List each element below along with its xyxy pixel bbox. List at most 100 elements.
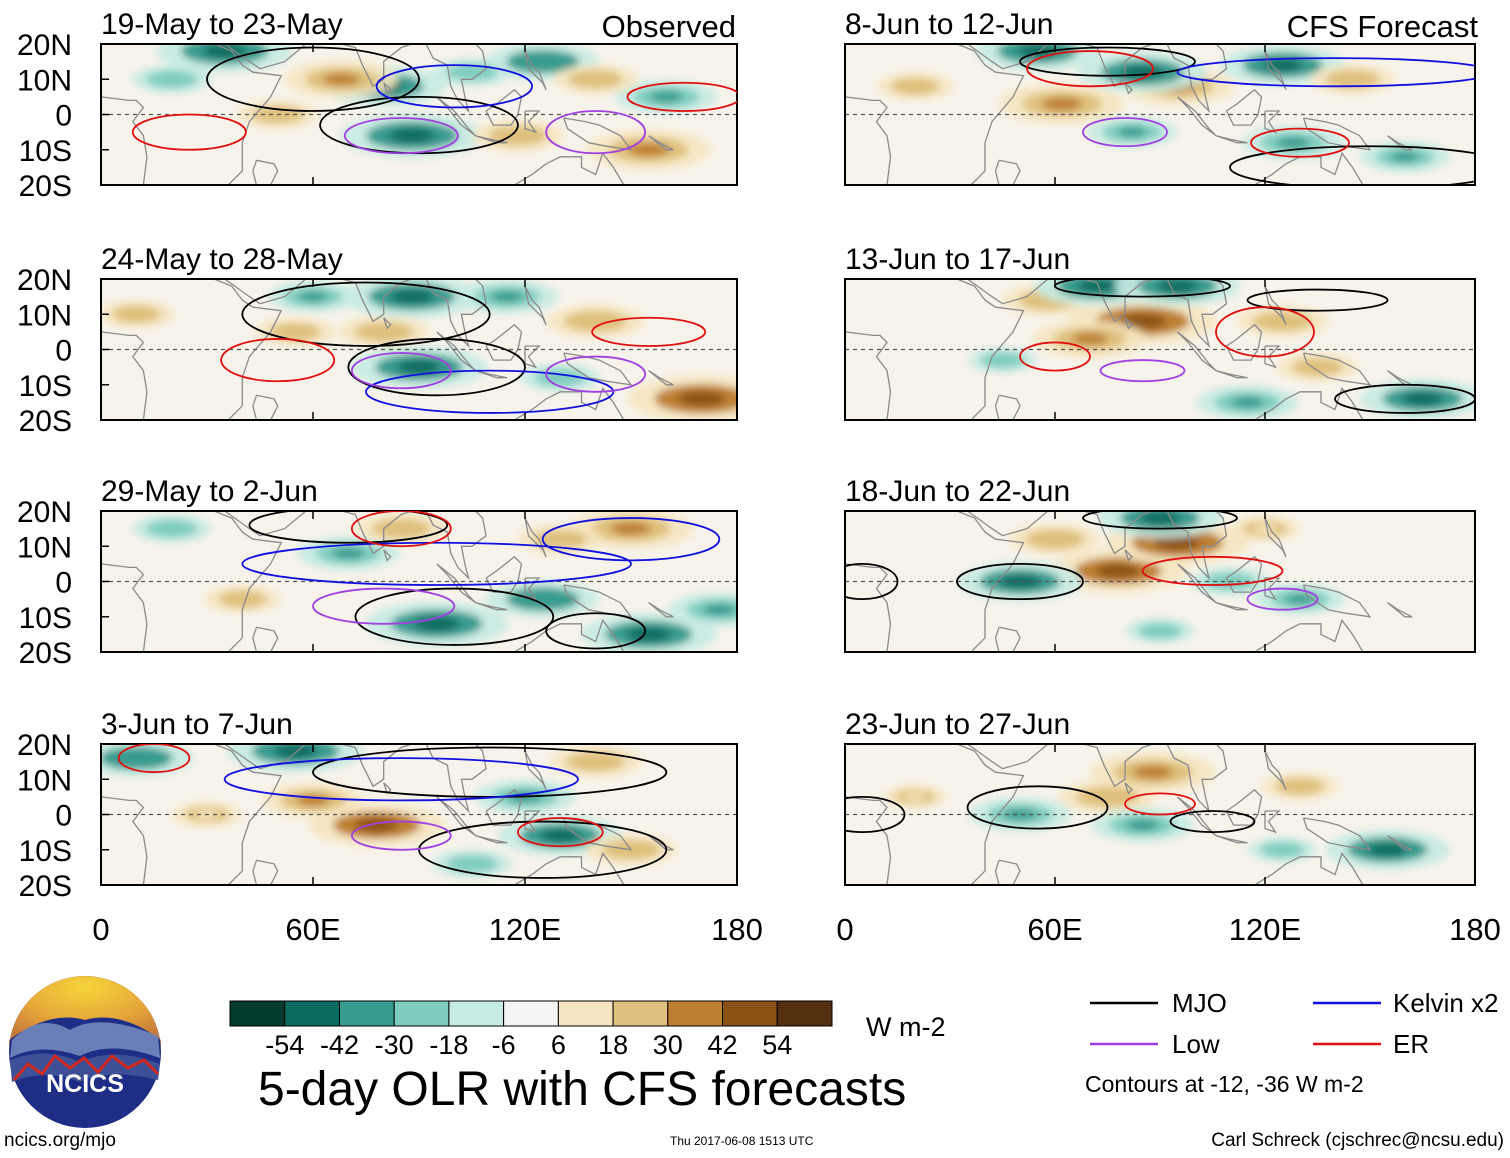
- y-tick-label: 20N: [17, 729, 72, 762]
- panel-title: 23-Jun to 27-Jun: [845, 708, 1070, 741]
- anomaly-core: [1140, 511, 1180, 525]
- coast-newguinea: [563, 584, 633, 618]
- colorbar-swatch: [667, 1000, 724, 1027]
- panel-title: 3-Jun to 7-Jun: [101, 708, 293, 741]
- coast-java: [1215, 135, 1248, 144]
- anomaly-core: [905, 792, 925, 801]
- y-tick-label: 10S: [19, 602, 72, 635]
- colorbar-tick-label: -30: [375, 1030, 414, 1060]
- contours-panel-6: [1019, 279, 1475, 414]
- coast-solomons: [1387, 835, 1413, 851]
- anomaly-core: [389, 128, 435, 144]
- coast-india: [1082, 744, 1154, 788]
- coast-australia: [500, 151, 625, 185]
- panel-title: 13-Jun to 17-Jun: [845, 243, 1070, 276]
- coast-india: [341, 511, 413, 555]
- anomaly-core: [230, 594, 255, 604]
- coast-srilanka: [1124, 782, 1133, 795]
- legend-label: Kelvin x2: [1393, 988, 1499, 1018]
- coast-philippines: [1264, 517, 1287, 558]
- coast-indochina: [1166, 279, 1228, 349]
- anomaly-field: [968, 279, 1475, 420]
- coast-solomons: [1387, 602, 1413, 618]
- coast-java: [475, 135, 508, 144]
- coast-philippines: [1264, 50, 1287, 91]
- legend-label: ER: [1393, 1029, 1429, 1059]
- anomaly-core: [298, 291, 328, 302]
- coast-philippines: [1264, 285, 1287, 326]
- anomaly-core: [1000, 574, 1040, 589]
- colorbar: -54 -42 -30 -18 -6 6 18 30 42 54: [229, 1000, 833, 1060]
- coastlines: [845, 511, 1413, 652]
- legend-label: Low: [1172, 1029, 1220, 1059]
- coast-indochina: [425, 279, 487, 349]
- anomaly-core: [1121, 65, 1164, 80]
- panel-3: 29-May to 2-Jun: [100, 475, 738, 653]
- anomaly-core: [1338, 74, 1367, 85]
- site-link[interactable]: ncics.org/mjo: [4, 1130, 116, 1151]
- y-tick-label: 20N: [17, 264, 72, 297]
- anomaly-core: [1304, 362, 1331, 372]
- anomaly-core: [503, 130, 533, 141]
- anomaly-core: [1017, 44, 1058, 58]
- y-tick-label: 10N: [17, 64, 72, 97]
- coast-indochina: [425, 44, 487, 114]
- coast-solomons: [648, 835, 674, 851]
- wave-contour: [354, 587, 555, 646]
- anomaly-core: [1003, 808, 1037, 821]
- wave-contour: [343, 117, 459, 155]
- anomaly-core: [1071, 332, 1109, 346]
- wave-contour: [1082, 511, 1238, 530]
- coast-africa-east: [213, 279, 283, 420]
- anomaly-core: [1133, 765, 1173, 779]
- coast-sulawesi: [524, 577, 541, 601]
- colorbar-tick-label: -18: [429, 1030, 468, 1060]
- coast-solomons: [648, 135, 674, 151]
- wave-contour: [545, 355, 647, 393]
- panel-title: 19-May to 23-May: [101, 8, 343, 41]
- legend-note: Contours at -12, -36 W m-2: [1085, 1071, 1364, 1097]
- anomaly-core: [902, 81, 928, 91]
- anomaly-core: [390, 289, 434, 304]
- y-tick-label: 20S: [19, 405, 72, 438]
- colorbar-tick-label: 42: [708, 1030, 738, 1060]
- colorbar-tick-label: 6: [551, 1030, 566, 1060]
- wave-contour: [1229, 145, 1475, 185]
- coast-africa-west: [101, 96, 148, 185]
- coast-sulawesi: [524, 810, 541, 834]
- coast-africa-east: [956, 511, 1025, 652]
- timestamp: Thu 2017-06-08 1513 UTC: [670, 1134, 814, 1148]
- coast-sulawesi: [1264, 345, 1281, 369]
- coast-madagascar: [994, 859, 1021, 885]
- anomaly-core: [1367, 843, 1408, 857]
- contours-panel-4: [117, 744, 668, 879]
- coast-sulawesi: [1264, 110, 1281, 134]
- coastlines: [101, 44, 674, 185]
- colorbar-tick-label: 30: [653, 1030, 683, 1060]
- anomaly-core: [1254, 524, 1276, 533]
- colorbar-swatch: [393, 1000, 450, 1027]
- anomaly-core: [282, 327, 309, 337]
- y-tick-label: 0: [55, 100, 72, 133]
- anomaly-core: [1262, 58, 1303, 72]
- x-tick-label: 120E: [1229, 912, 1301, 947]
- anomaly-core: [386, 523, 416, 534]
- panel-8: 23-Jun to 27-Jun: [844, 708, 1476, 886]
- x-tick-label: 60E: [1027, 912, 1082, 947]
- anomaly-core: [628, 143, 669, 157]
- x-tick-label: 180: [711, 912, 763, 947]
- coast-java: [475, 601, 508, 611]
- wave-contour: [206, 46, 420, 112]
- coast-australia: [1240, 851, 1364, 885]
- coast-borneo: [485, 88, 523, 126]
- coast-srilanka: [1124, 549, 1133, 562]
- chart-title: 5-day OLR with CFS forecasts: [258, 1063, 907, 1116]
- anomaly-core: [626, 627, 671, 642]
- y-tick-label: 10S: [19, 135, 72, 168]
- colorbar-units: W m-2: [866, 1012, 946, 1042]
- wave-contour: [350, 820, 452, 851]
- x-tick-label: 120E: [489, 912, 561, 947]
- coast-srilanka: [383, 549, 392, 562]
- coastlines: [845, 44, 1413, 185]
- coast-philippines: [1264, 750, 1287, 791]
